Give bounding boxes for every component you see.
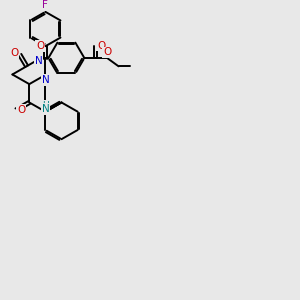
Text: N: N	[41, 75, 49, 85]
Text: F: F	[43, 0, 48, 10]
Text: O: O	[17, 105, 26, 115]
Text: O: O	[103, 47, 111, 57]
Text: O: O	[10, 48, 19, 58]
Text: O: O	[36, 41, 44, 51]
Text: H: H	[42, 100, 49, 109]
Text: N: N	[41, 104, 49, 114]
Text: O: O	[97, 40, 105, 51]
Text: N: N	[35, 56, 43, 66]
Text: H: H	[35, 60, 42, 69]
